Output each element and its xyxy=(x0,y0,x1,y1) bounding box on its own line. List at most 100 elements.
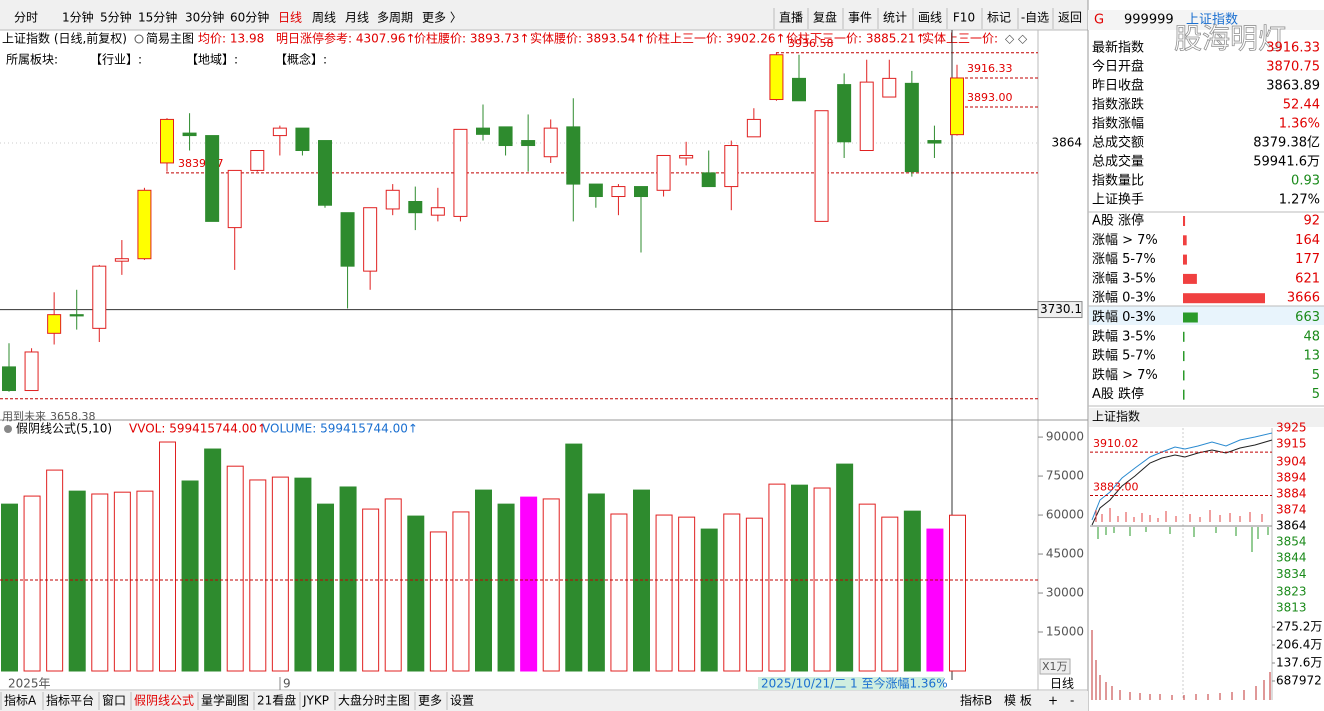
toolbar-bg xyxy=(0,0,1088,30)
volume-bar xyxy=(407,515,425,672)
breadth-value: 164 xyxy=(1295,233,1320,248)
period-tab[interactable]: 月线 xyxy=(345,11,369,25)
sector-label: 所属板块: xyxy=(6,53,58,67)
volume-bar xyxy=(497,503,515,672)
volume-bar xyxy=(23,495,41,672)
volume-bar xyxy=(723,513,741,672)
indicator-tab[interactable]: 大盘分时主图 xyxy=(338,693,410,708)
breadth-label: A股 涨停 xyxy=(1092,213,1144,229)
period-tab[interactable]: 30分钟 xyxy=(185,10,224,25)
bottom-right-button[interactable]: 指标B xyxy=(960,693,992,708)
quote-label: 总成交量 xyxy=(1092,154,1144,170)
indicator-tab[interactable]: 设置 xyxy=(450,694,474,708)
volume-bar xyxy=(858,503,876,672)
toolbar-button[interactable]: 事件 xyxy=(848,11,872,25)
indicator-tab[interactable]: 更多 xyxy=(418,694,442,708)
breadth-label: 跌幅 5-7% xyxy=(1092,348,1156,364)
volume-bar xyxy=(249,479,267,672)
quote-value: 0.93 xyxy=(1291,174,1320,189)
volume-bar xyxy=(768,483,786,672)
volume-title: VVOL: 599415744.00↑ xyxy=(129,422,267,436)
breadth-label: 跌幅 0-3% xyxy=(1092,309,1156,325)
volume-bar xyxy=(226,465,244,672)
mode-label[interactable]: 简易主图 xyxy=(146,32,194,46)
toolbar-button[interactable]: 返回 xyxy=(1058,11,1082,25)
candle-body xyxy=(656,154,671,191)
watermark: 股海明灯 xyxy=(1174,22,1286,55)
breadth-bar xyxy=(1183,389,1185,400)
volume-bar xyxy=(949,514,966,672)
bottom-right-button[interactable]: 模 板 xyxy=(1004,694,1032,708)
info-item: 价柱腰价: 3893.73↑ xyxy=(414,31,530,46)
period-tab[interactable]: 60分钟 xyxy=(230,10,269,25)
volume-bar xyxy=(745,517,763,672)
volume-bar xyxy=(881,516,899,672)
volume-bar xyxy=(926,528,944,672)
quote-flag: G xyxy=(1094,13,1104,28)
candle-body xyxy=(295,127,310,152)
breadth-value: 5 xyxy=(1312,368,1320,383)
period-tab[interactable]: 日线 xyxy=(278,11,302,25)
sector-label: 【地域】: xyxy=(186,53,238,67)
toolbar-button[interactable]: -自选 xyxy=(1021,11,1049,25)
quote-value: 59941.6万 xyxy=(1253,155,1320,170)
bottom-right-button[interactable]: - xyxy=(1070,694,1074,708)
indicator-tab[interactable]: 21看盘 xyxy=(257,693,296,708)
y-tick-label: 3864 xyxy=(1051,136,1082,150)
toolbar-button[interactable]: 统计 xyxy=(883,11,907,25)
mini-vol-label: 137.6万 xyxy=(1276,655,1322,669)
indicator-tab[interactable]: 指标平台 xyxy=(46,693,94,708)
mini-level-label: 3883.00 xyxy=(1093,481,1139,494)
candle-body xyxy=(318,140,332,206)
toolbar-button[interactable]: 画线 xyxy=(918,11,942,25)
quote-label: 总成交额 xyxy=(1092,135,1144,151)
volume-bar xyxy=(113,491,131,672)
breadth-bar xyxy=(1183,216,1186,226)
candle-body xyxy=(205,135,220,222)
volume-title: VOLUME: 599415744.00↑ xyxy=(262,422,418,436)
volume-bar xyxy=(294,477,312,672)
volume-bar xyxy=(678,516,696,672)
quote-header-bg xyxy=(1088,10,1324,30)
candle-body xyxy=(272,127,287,137)
volume-bar xyxy=(610,513,628,672)
breadth-bar xyxy=(1183,331,1185,342)
volume-tick-label: 45000 xyxy=(1046,547,1084,561)
candle-body xyxy=(950,77,964,136)
period-tab[interactable]: 5分钟 xyxy=(100,10,132,25)
period-tab[interactable]: 15分钟 xyxy=(138,10,177,25)
period-tab[interactable]: 1分钟 xyxy=(62,10,94,25)
breadth-label: 涨幅 3-5% xyxy=(1092,271,1156,286)
breadth-label: A股 跌停 xyxy=(1092,386,1144,402)
volume-bar xyxy=(452,511,470,672)
info-item: 实体上三一价: xyxy=(922,31,998,46)
volume-bar xyxy=(159,441,176,672)
mini-vol-label: 206.4万 xyxy=(1276,637,1322,651)
breadth-label: 涨幅 5-7% xyxy=(1092,252,1156,267)
toolbar-button[interactable]: 直播 xyxy=(779,11,803,25)
indicator-tab[interactable]: 假阴线公式 xyxy=(134,694,194,708)
indicator-tab[interactable]: JYKP xyxy=(302,694,329,708)
toolbar-button[interactable]: 复盘 xyxy=(813,10,837,25)
toolbar-button[interactable]: 标记 xyxy=(987,11,1011,25)
toolbar-button[interactable]: F10 xyxy=(953,11,975,25)
candle-body xyxy=(24,351,39,392)
breadth-highlight xyxy=(1089,306,1324,325)
period-tab[interactable]: 周线 xyxy=(312,11,336,25)
indicator-tab[interactable]: 指标A xyxy=(4,693,37,708)
breadth-bar xyxy=(1183,273,1197,284)
volume-bar xyxy=(91,493,109,672)
indicator-tab[interactable]: 量学副图 xyxy=(201,693,249,708)
breadth-value: 177 xyxy=(1295,252,1320,267)
content: 分时 1分钟 5分钟 15分钟 30分钟 60分钟 日线 周线 月线 多周期 更多 〉 直播 复盘 事件统… xyxy=(0,8,1322,710)
volume-bar xyxy=(204,448,222,672)
volume-bar xyxy=(384,498,402,672)
period-tab[interactable]: 分时 xyxy=(14,11,38,25)
indicator-tab[interactable]: 窗口 xyxy=(102,694,126,708)
mini-tick-label: 3864 xyxy=(1276,519,1307,533)
candle-body xyxy=(250,150,265,171)
period-tab[interactable]: 多周期 xyxy=(377,11,413,25)
bottom-right-button[interactable]: + xyxy=(1048,694,1058,708)
candle-body xyxy=(792,77,806,102)
period-tab[interactable]: 更多 〉 xyxy=(422,11,462,25)
